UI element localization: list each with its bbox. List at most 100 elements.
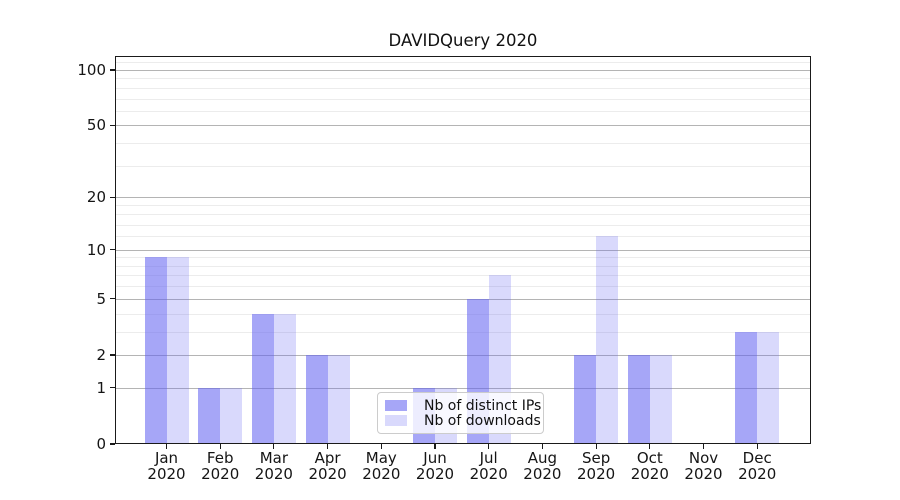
minor-gridline bbox=[115, 265, 811, 267]
minor-gridline bbox=[115, 87, 811, 89]
chart-title: DAVIDQuery 2020 bbox=[388, 31, 538, 50]
x-tick-label: Mar 2020 bbox=[239, 450, 309, 482]
legend-label-distinct-ips: Nb of distinct IPs bbox=[424, 397, 542, 414]
minor-gridline bbox=[115, 313, 811, 315]
y-tick-label: 5 bbox=[96, 289, 106, 308]
x-tick-mark bbox=[434, 444, 436, 449]
x-tick-month: Aug bbox=[527, 449, 558, 467]
x-tick-year: 2020 bbox=[201, 465, 240, 483]
minor-gridline bbox=[115, 165, 811, 167]
x-tick-year: 2020 bbox=[577, 465, 616, 483]
major-gridline bbox=[115, 354, 811, 356]
x-tick-mark bbox=[649, 444, 651, 449]
y-tick-mark bbox=[110, 69, 115, 71]
x-tick-mark bbox=[756, 444, 758, 449]
y-tick-mark bbox=[110, 196, 115, 198]
y-tick-mark bbox=[110, 298, 115, 300]
legend-swatch-downloads bbox=[385, 415, 407, 426]
x-tick-year: 2020 bbox=[415, 465, 455, 483]
major-gridline bbox=[115, 197, 811, 199]
legend-swatch-distinct-ips bbox=[385, 400, 407, 411]
y-tick-label: 50 bbox=[86, 116, 106, 135]
bar-downloads bbox=[596, 236, 619, 444]
major-gridline bbox=[115, 70, 811, 71]
major-gridline bbox=[115, 125, 811, 127]
minor-gridline bbox=[115, 143, 811, 145]
legend-item-distinct-ips: Nb of distinct IPs bbox=[385, 398, 541, 413]
x-tick-year: 2020 bbox=[147, 465, 186, 483]
x-tick-month: Dec bbox=[742, 449, 772, 467]
major-gridline bbox=[115, 298, 811, 300]
legend-item-downloads: Nb of downloads bbox=[385, 413, 541, 428]
x-tick-label: Jun 2020 bbox=[400, 450, 470, 482]
x-tick-year: 2020 bbox=[523, 465, 562, 483]
x-tick-label: Jul 2020 bbox=[454, 450, 524, 482]
bar-downloads bbox=[273, 313, 296, 444]
minor-gridline bbox=[115, 257, 811, 259]
x-tick-year: 2020 bbox=[469, 465, 508, 483]
y-tick-mark bbox=[110, 354, 115, 356]
x-tick-label: Feb 2020 bbox=[185, 450, 255, 482]
y-tick-label: 1 bbox=[96, 378, 106, 397]
y-tick-label: 20 bbox=[86, 188, 106, 207]
bar-distinct-ips bbox=[144, 257, 167, 444]
bar-distinct-ips bbox=[627, 354, 650, 444]
bar-downloads bbox=[220, 387, 243, 444]
bar-downloads bbox=[166, 257, 189, 444]
x-tick-year: 2020 bbox=[362, 465, 401, 483]
x-tick-mark bbox=[273, 444, 275, 449]
minor-gridline bbox=[115, 62, 811, 64]
x-tick-month: Feb bbox=[206, 449, 234, 467]
x-tick-month: May bbox=[365, 449, 397, 467]
y-tick-label: 0 bbox=[96, 435, 106, 453]
minor-gridline bbox=[115, 331, 811, 333]
x-tick-label: Aug 2020 bbox=[507, 450, 577, 482]
bar-downloads bbox=[649, 354, 672, 444]
x-tick-month: Jul bbox=[479, 449, 498, 467]
minor-gridline bbox=[115, 78, 811, 80]
x-tick-mark bbox=[380, 444, 382, 449]
x-tick-label: May 2020 bbox=[346, 450, 416, 482]
x-tick-mark bbox=[165, 444, 168, 449]
x-tick-month: Nov bbox=[688, 449, 719, 467]
bar-downloads bbox=[327, 354, 350, 444]
minor-gridline bbox=[115, 98, 811, 100]
minor-gridline bbox=[115, 275, 811, 277]
x-tick-label: Dec 2020 bbox=[722, 450, 792, 482]
x-tick-month: Apr bbox=[314, 449, 341, 467]
x-tick-year: 2020 bbox=[308, 465, 347, 483]
y-tick-label: 2 bbox=[96, 345, 106, 364]
x-tick-month: Mar bbox=[259, 449, 289, 467]
major-gridline bbox=[115, 387, 811, 389]
x-tick-year: 2020 bbox=[254, 465, 293, 483]
x-tick-label: Nov 2020 bbox=[669, 450, 739, 482]
x-tick-mark bbox=[488, 444, 490, 449]
x-tick-label: Jan 2020 bbox=[132, 450, 202, 482]
minor-gridline bbox=[115, 224, 811, 226]
x-tick-label: Apr 2020 bbox=[293, 450, 363, 482]
minor-gridline bbox=[115, 236, 811, 238]
y-tick-mark bbox=[110, 443, 115, 445]
y-tick-mark bbox=[110, 124, 115, 126]
x-tick-year: 2020 bbox=[630, 465, 669, 483]
x-tick-year: 2020 bbox=[684, 465, 723, 483]
major-gridline bbox=[115, 249, 811, 251]
bar-distinct-ips bbox=[198, 387, 221, 444]
y-tick-label: 10 bbox=[86, 240, 106, 259]
minor-gridline bbox=[115, 286, 811, 288]
bar-downloads bbox=[757, 331, 780, 444]
x-tick-month: Jun bbox=[423, 449, 447, 467]
x-tick-mark bbox=[219, 444, 221, 449]
bar-distinct-ips bbox=[251, 313, 274, 444]
minor-gridline bbox=[115, 205, 811, 207]
y-tick-label: 100 bbox=[77, 61, 106, 79]
x-tick-mark bbox=[327, 444, 329, 449]
x-tick-month: Oct bbox=[636, 449, 663, 467]
x-tick-label: Sep 2020 bbox=[561, 450, 631, 482]
legend-label-downloads: Nb of downloads bbox=[424, 412, 541, 429]
legend: Nb of distinct IPs Nb of downloads bbox=[377, 392, 544, 434]
bar-distinct-ips bbox=[574, 354, 597, 444]
y-tick-mark bbox=[110, 387, 115, 389]
y-tick-mark bbox=[110, 249, 115, 251]
